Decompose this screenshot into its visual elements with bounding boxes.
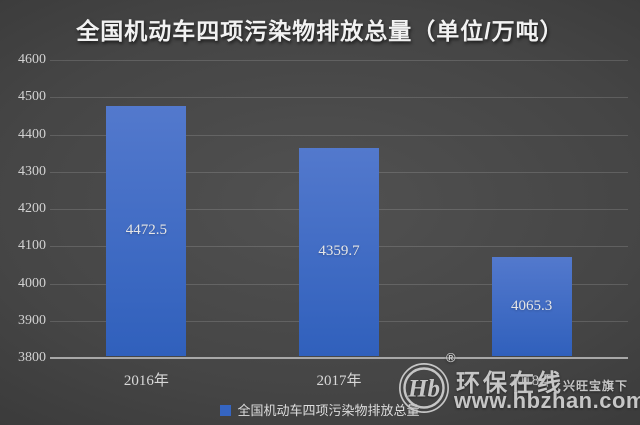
bar-value-label: 4472.5 [125,222,167,239]
hbzhan-logo-icon: Hb [399,363,449,413]
bar-2016年: 4472.5 [106,105,187,356]
watermark-sub-brand: 兴旺宝旗下 [563,379,629,393]
bar-2017年: 4359.7 [299,147,379,356]
x-axis-label-2016年: 2016年 [123,373,169,389]
x-axis-label-2018年: 2018年 [509,373,555,389]
watermark-url: www.hbzhan.com [454,388,640,413]
y-tick-label-4400: 4400 [18,126,46,142]
watermark-brand: 环保在线 [456,370,564,397]
watermark: Hb ® 环保在线 兴旺宝旗下 www.hbzhan.com [392,346,640,425]
gridline-4400 [50,134,628,136]
legend-label: 全国机动车四项污染物排放总量 [237,403,420,418]
y-tick-label-4500: 4500 [18,89,46,105]
y-tick-label-3800: 3800 [18,350,46,365]
gridline-4600 [50,60,628,61]
plot-area: 4472.5 4359.7 4065.3 [50,60,628,359]
x-axis-label-2017年: 2017年 [316,373,362,389]
legend: 全国机动车四项污染物排放总量 [0,400,640,419]
x-axis-line [50,357,628,359]
y-tick-label-4200: 4200 [18,201,46,216]
registered-trademark-icon: ® [446,350,456,365]
y-tick-label-3900: 3900 [18,312,46,328]
y-tick-label-4600: 4600 [18,52,46,67]
gridline-4500 [50,97,628,99]
y-tick-label-4300: 4300 [18,163,46,179]
y-tick-label-4100: 4100 [18,238,46,254]
chart-title: 全国机动车四项污染物排放总量（单位/万吨） [76,18,564,44]
bar-value-label: 4065.3 [511,298,553,315]
legend-swatch [220,404,232,416]
svg-text:Hb: Hb [407,375,440,402]
bar-value-label: 4359.7 [318,243,360,260]
bar-2018年: 4065.3 [491,257,572,356]
y-tick-label-4000: 4000 [18,275,46,291]
